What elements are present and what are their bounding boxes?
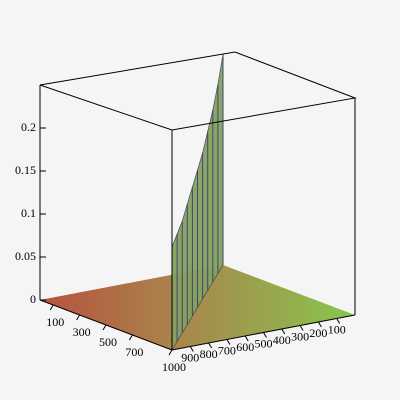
marks [171,54,224,352]
y-tick [263,332,267,338]
x-tick-label: 100 [46,315,64,329]
y-tick [189,346,194,352]
y-tick [281,328,286,335]
y-tick-label: 100 [328,322,346,336]
y-tick [336,318,341,324]
y-tick-label: 500 [255,336,273,350]
x-tick-label: 500 [99,335,117,349]
y-tick-label: 800 [200,347,218,361]
x-tick [102,324,107,331]
y-tick [299,325,304,331]
x-tick [168,349,173,356]
z-tick-label: 0.2 [21,120,36,134]
y-tick-label: 700 [218,343,236,357]
y-tick-label: 200 [309,326,327,340]
y-tick-label: 900 [181,350,199,364]
z-tick-label: 0.15 [15,163,36,177]
y-tick [208,342,213,349]
x-tick-label: 1000 [162,360,186,374]
y-tick [244,335,249,342]
z-tick-label: 0.05 [15,249,36,263]
box-top [39,51,357,131]
y-tick-label: 300 [291,329,309,343]
z-tick-label: 0 [30,292,36,306]
y-tick [317,321,322,328]
z-tick-label: 0.1 [21,206,36,220]
x-tick-label: 700 [125,345,143,359]
x-tick [49,304,54,311]
x-tick-label: 300 [73,325,91,339]
x-tick [76,314,81,321]
y-tick-label: 600 [236,340,254,354]
y-tick [226,339,231,345]
y-tick-label: 400 [273,333,291,347]
x-tick [128,334,133,341]
